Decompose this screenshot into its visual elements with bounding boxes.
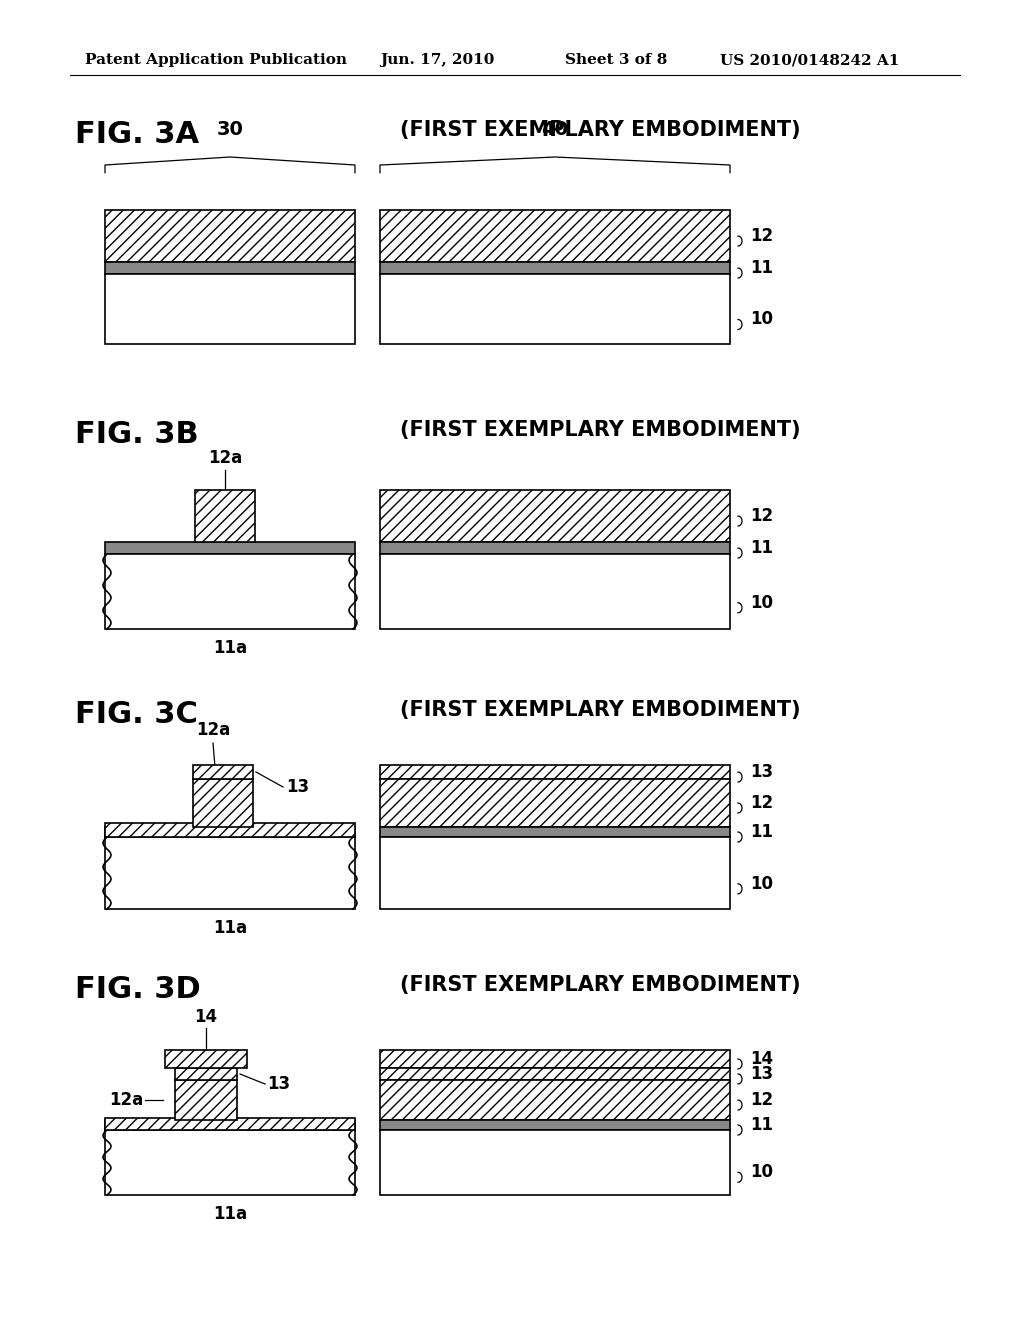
- Bar: [380, 766, 730, 779]
- Bar: [105, 1119, 355, 1130]
- Text: 11: 11: [750, 822, 773, 841]
- Text: 13: 13: [750, 1065, 773, 1082]
- Bar: [380, 275, 730, 345]
- Text: 11: 11: [750, 259, 773, 277]
- Text: US 2010/0148242 A1: US 2010/0148242 A1: [720, 53, 899, 67]
- Bar: [380, 1068, 730, 1080]
- Bar: [380, 837, 730, 909]
- Bar: [380, 210, 730, 261]
- Bar: [105, 837, 355, 909]
- Bar: [105, 822, 355, 837]
- Text: FIG. 3A: FIG. 3A: [75, 120, 199, 149]
- Text: 10: 10: [750, 1163, 773, 1181]
- Text: FIG. 3C: FIG. 3C: [75, 700, 198, 729]
- Text: Jun. 17, 2010: Jun. 17, 2010: [380, 53, 495, 67]
- Text: 12: 12: [750, 795, 773, 812]
- Text: 13: 13: [750, 763, 773, 781]
- Text: (FIRST EXEMPLARY EMBODIMENT): (FIRST EXEMPLARY EMBODIMENT): [399, 700, 801, 719]
- Text: Patent Application Publication: Patent Application Publication: [85, 53, 347, 67]
- Bar: [105, 1118, 355, 1130]
- Bar: [195, 490, 255, 543]
- Text: 12: 12: [750, 227, 773, 246]
- Bar: [105, 275, 355, 345]
- Text: Sheet 3 of 8: Sheet 3 of 8: [565, 53, 668, 67]
- Bar: [105, 261, 355, 275]
- Bar: [380, 261, 730, 275]
- Bar: [380, 490, 730, 543]
- Bar: [380, 779, 730, 828]
- Bar: [105, 554, 355, 630]
- Text: 12a: 12a: [196, 721, 230, 739]
- Bar: [175, 1080, 237, 1119]
- Text: 12a: 12a: [109, 1092, 143, 1109]
- Text: 12: 12: [750, 1092, 773, 1109]
- Text: 11a: 11a: [213, 639, 247, 657]
- Bar: [380, 554, 730, 630]
- Text: (FIRST EXEMPLARY EMBODIMENT): (FIRST EXEMPLARY EMBODIMENT): [399, 975, 801, 995]
- Text: 11a: 11a: [213, 919, 247, 937]
- Text: 12a: 12a: [208, 449, 242, 467]
- Bar: [380, 1130, 730, 1195]
- Text: 30: 30: [216, 120, 244, 139]
- Text: (FIRST EXEMPLARY EMBODIMENT): (FIRST EXEMPLARY EMBODIMENT): [399, 420, 801, 440]
- Bar: [380, 828, 730, 837]
- Text: FIG. 3D: FIG. 3D: [75, 975, 201, 1005]
- Text: 12: 12: [750, 507, 773, 525]
- Text: 14: 14: [750, 1049, 773, 1068]
- Text: (FIRST EXEMPLARY EMBODIMENT): (FIRST EXEMPLARY EMBODIMENT): [399, 120, 801, 140]
- Text: 11: 11: [750, 1115, 773, 1134]
- Text: 11a: 11a: [213, 1205, 247, 1224]
- Bar: [380, 543, 730, 554]
- Text: 10: 10: [750, 310, 773, 329]
- Bar: [193, 766, 253, 779]
- Bar: [105, 1130, 355, 1195]
- Bar: [380, 1080, 730, 1119]
- Text: 10: 10: [750, 594, 773, 611]
- Bar: [380, 1049, 730, 1068]
- Text: FIG. 3B: FIG. 3B: [75, 420, 199, 449]
- Bar: [105, 543, 355, 554]
- Text: 13: 13: [267, 1074, 290, 1093]
- Bar: [380, 1119, 730, 1130]
- Text: 10: 10: [750, 875, 773, 892]
- Bar: [175, 1068, 237, 1080]
- Bar: [165, 1049, 247, 1068]
- Bar: [105, 828, 355, 837]
- Text: 13: 13: [286, 777, 309, 796]
- Bar: [193, 779, 253, 828]
- Text: 11: 11: [750, 539, 773, 557]
- Bar: [105, 210, 355, 261]
- Text: 40: 40: [542, 120, 568, 139]
- Text: 14: 14: [195, 1008, 217, 1026]
